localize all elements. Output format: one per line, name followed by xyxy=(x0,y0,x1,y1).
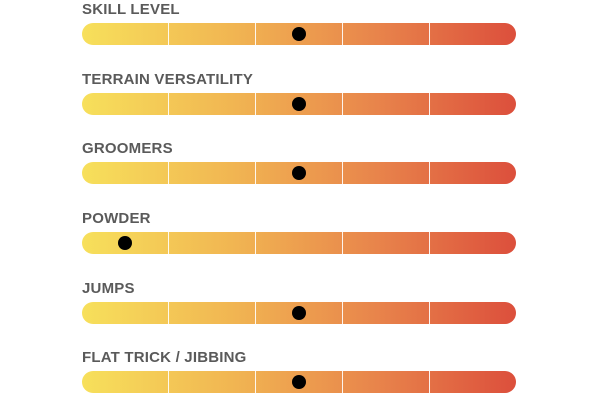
scale-divider xyxy=(429,302,430,324)
rating-label: SKILL LEVEL xyxy=(82,1,180,18)
scale-divider xyxy=(255,162,256,184)
scale-divider xyxy=(429,371,430,393)
rating-label: GROOMERS xyxy=(82,140,173,157)
rating-powder: POWDER xyxy=(82,209,516,269)
rating-scale-bar xyxy=(82,232,516,254)
scale-divider xyxy=(429,23,430,45)
scale-divider xyxy=(342,93,343,115)
rating-marker-dot xyxy=(292,306,306,320)
rating-marker-dot xyxy=(118,236,133,250)
rating-label: FLAT TRICK / JIBBING xyxy=(82,349,247,366)
scale-divider xyxy=(168,232,169,254)
scale-divider xyxy=(168,162,169,184)
scale-divider xyxy=(255,371,256,393)
rating-skill-level: SKILL LEVEL xyxy=(82,0,516,60)
rating-marker-dot xyxy=(292,166,306,180)
scale-divider xyxy=(168,302,169,324)
rating-label: JUMPS xyxy=(82,280,135,297)
rating-groomers: GROOMERS xyxy=(82,139,516,199)
scale-divider xyxy=(429,93,430,115)
scale-divider xyxy=(342,302,343,324)
scale-divider xyxy=(168,371,169,393)
scale-divider xyxy=(342,162,343,184)
rating-terrain-versatility: TERRAIN VERSATILITY xyxy=(82,70,516,130)
rating-marker-dot xyxy=(292,27,306,41)
scale-divider xyxy=(342,371,343,393)
rating-marker-dot xyxy=(292,375,306,389)
scale-divider xyxy=(168,93,169,115)
scale-divider xyxy=(255,302,256,324)
rating-label: TERRAIN VERSATILITY xyxy=(82,71,254,88)
scale-divider xyxy=(255,93,256,115)
scale-divider xyxy=(342,232,343,254)
scale-divider xyxy=(255,23,256,45)
rating-flat-trick-jibbing: FLAT TRICK / JIBBING xyxy=(82,348,516,408)
scale-divider xyxy=(168,23,169,45)
scale-divider xyxy=(429,162,430,184)
scale-divider xyxy=(342,23,343,45)
rating-label: POWDER xyxy=(82,210,151,227)
scale-divider xyxy=(255,232,256,254)
rating-marker-dot xyxy=(292,97,306,111)
rating-jumps: JUMPS xyxy=(82,279,516,339)
scale-divider xyxy=(429,232,430,254)
